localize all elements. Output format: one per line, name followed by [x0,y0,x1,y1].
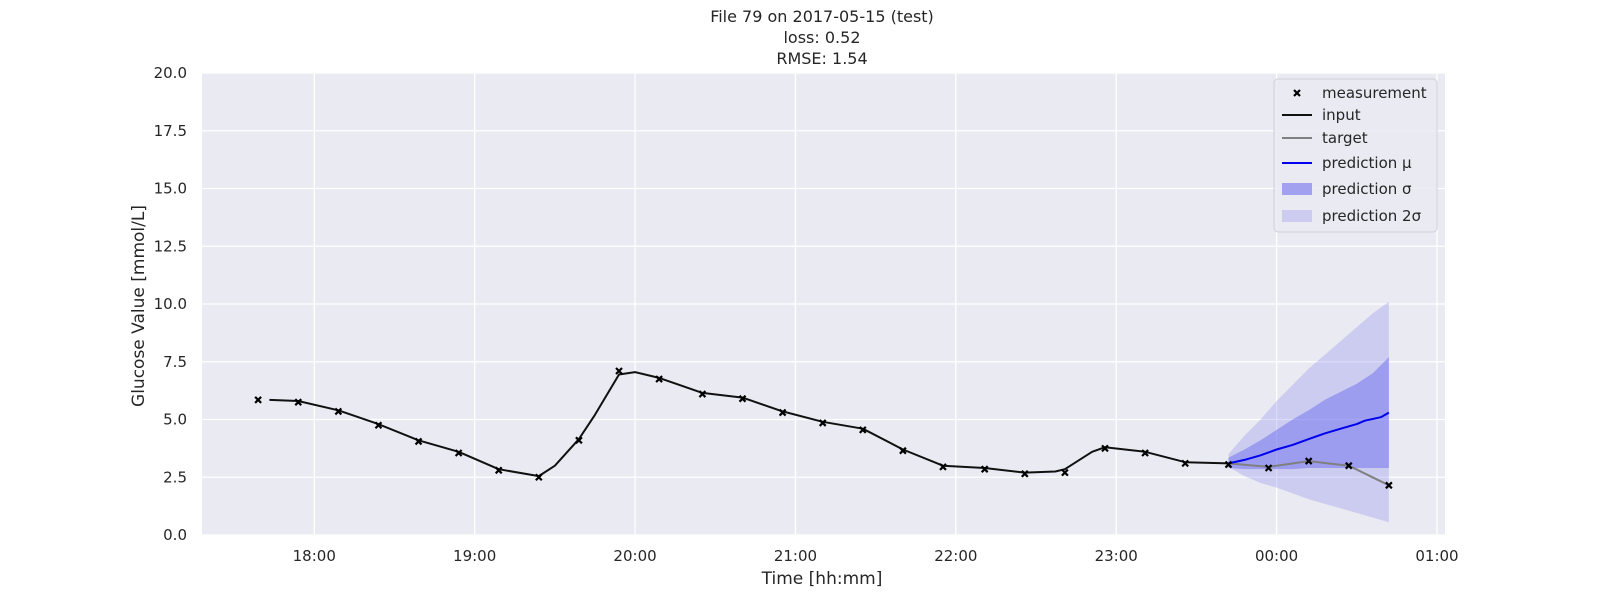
measurement-marker [294,398,303,406]
measurement-marker [698,390,707,398]
legend-sigma-swatch [1282,183,1312,195]
legend-label: prediction μ [1322,154,1412,172]
legend-box [1273,78,1438,233]
legend-item-sigma: prediction σ [1282,180,1412,198]
y-tick-label: 15.0 [154,180,187,198]
prediction-sigma-band [1228,357,1389,470]
legend-sigma2-swatch [1282,210,1312,222]
measurement-marker [859,426,867,434]
measurement-marker [1061,468,1069,477]
legend-label: prediction 2σ [1322,207,1422,225]
chart-title: File 79 on 2017-05-15 (test) loss: 0.52 … [710,7,934,68]
legend-label: measurement [1322,84,1427,102]
y-tick-label: 2.5 [163,468,187,486]
legend-label: input [1322,106,1361,124]
measurement-markers [254,367,1393,490]
legend-measurement-swatch [1293,89,1301,97]
y-tick-label: 10.0 [154,295,187,313]
measurement-marker [615,367,623,375]
measurement-marker [494,466,503,475]
legend-item-measurement: measurement [1293,84,1427,102]
prediction-mu-line [1228,411,1390,465]
x-tick-label: 23:00 [1095,547,1138,565]
y-tick-label: 17.5 [154,122,187,140]
y-tick-label: 20.0 [154,64,187,82]
measurement-marker [254,396,262,404]
legend-label: prediction σ [1322,180,1412,198]
x-axis-label: Time [hh:mm] [761,569,883,589]
chart-title-line-3: RMSE: 1.54 [776,49,867,68]
measurement-marker [1264,464,1273,472]
x-tick-label: 19:00 [453,547,496,565]
measurement-marker [1141,449,1149,457]
y-tick-label: 12.5 [154,237,187,255]
measurement-marker [1021,470,1029,478]
measurement-marker [939,463,947,471]
y-tick-label: 7.5 [163,353,187,371]
measurement-marker [535,473,543,482]
legend-label: target [1322,129,1368,147]
x-tick-label: 20:00 [613,547,656,565]
chart-title-line-2: loss: 0.52 [783,28,860,47]
measurement-marker [414,437,423,446]
gridlines [202,72,1445,536]
measurement-marker [1101,444,1109,453]
y-tick-label: 0.0 [163,526,187,544]
x-axis-ticks: 18:00 19:00 20:00 21:00 22:00 23:00 00:00 01:00 [293,547,1459,565]
measurement-marker [374,421,383,430]
x-tick-label: 18:00 [293,547,336,565]
measurement-marker [980,465,989,473]
y-tick-label: 5.0 [163,411,187,429]
y-axis-ticks: 0.0 2.5 5.0 7.5 10.0 12.5 15.0 17.5 20.0 [154,64,187,544]
input-line [269,371,1229,478]
legend: measurement input target prediction μ predic… [1273,78,1438,233]
measurement-marker [1304,457,1313,465]
measurement-marker [655,375,663,383]
x-tick-label: 22:00 [934,547,977,565]
measurement-marker [818,419,827,427]
x-tick-label: 00:00 [1255,547,1298,565]
measurement-marker [334,407,343,416]
measurement-marker [1385,481,1393,490]
measurement-marker [575,436,583,445]
legend-item-input: input [1282,106,1361,124]
legend-item-target: target [1282,129,1368,147]
x-tick-label: 21:00 [774,547,817,565]
measurement-marker [1344,461,1353,470]
measurement-marker [1181,459,1189,468]
chart-title-line-1: File 79 on 2017-05-15 (test) [710,7,934,26]
measurement-marker [899,446,907,455]
legend-item-sigma2: prediction 2σ [1282,207,1422,225]
measurement-marker [778,408,787,417]
measurement-marker [1224,460,1233,469]
y-axis-label: Glucose Value [mmol/L] [129,205,149,407]
measurement-marker [738,394,747,403]
legend-item-mu: prediction μ [1282,154,1412,172]
measurement-marker [454,449,463,457]
x-tick-label: 01:00 [1415,547,1458,565]
